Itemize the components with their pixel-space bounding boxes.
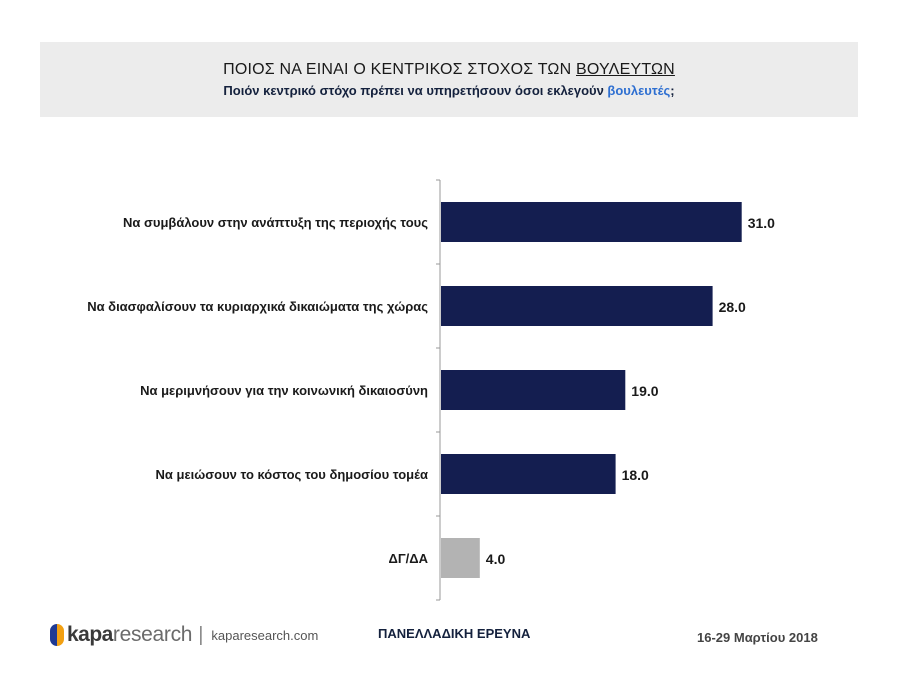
survey-type: ΠΑΝΕΛΛΑΔΙΚΗ ΕΡΕΥΝΑ — [378, 626, 531, 641]
brand-url: kaparesearch.com — [211, 627, 319, 643]
brand-kapa-text: kapa — [67, 623, 113, 646]
chart-title: ΠΟΙΟΣ ΝΑ ΕΙΝΑΙ Ο ΚΕΝΤΡΙΚΟΣ ΣΤΟΧΟΣ ΤΩΝ ΒΟ… — [40, 61, 858, 79]
data-label: 18.0 — [622, 467, 649, 483]
chart-subtitle: Ποιόν κεντρικό στόχο πρέπει να υπηρετήσο… — [40, 83, 858, 98]
category-label: Να μειώσουν το κόστος του δημοσίου τομέα — [156, 467, 428, 482]
chart-subtitle-highlight: βουλευτές — [607, 83, 671, 98]
bar — [441, 202, 742, 242]
category-label: Να μεριμνήσουν για την κοινωνική δικαιοσ… — [140, 383, 428, 398]
data-label: 4.0 — [486, 551, 506, 567]
bar — [441, 454, 616, 494]
chart-subtitle-end: ; — [670, 83, 675, 98]
bar — [441, 538, 480, 578]
category-label: Να διασφαλίσουν τα κυριαρχικά δικαιώματα… — [87, 299, 428, 314]
data-label: 19.0 — [631, 383, 658, 399]
chart-title-underlined: ΒΟΥΛΕΥΤΩΝ — [576, 61, 675, 78]
bar — [441, 286, 713, 326]
brand-logo: kapa research | kaparesearch.com — [50, 622, 318, 648]
category-label: ΔΓ/ΔΑ — [388, 551, 428, 566]
data-label: 31.0 — [748, 215, 775, 231]
chart-subtitle-main: Ποιόν κεντρικό στόχο πρέπει να υπηρετήσο… — [223, 83, 608, 98]
data-label: 28.0 — [719, 299, 746, 315]
kapa-logo-icon — [50, 624, 64, 646]
chart-header: ΠΟΙΟΣ ΝΑ ΕΙΝΑΙ Ο ΚΕΝΤΡΙΚΟΣ ΣΤΟΧΟΣ ΤΩΝ ΒΟ… — [40, 42, 858, 117]
bar — [441, 370, 626, 410]
category-label: Να συμβάλουν στην ανάπτυξη της περιοχής … — [123, 215, 428, 230]
brand-research-text: research — [112, 623, 193, 646]
brand-separator: | — [198, 623, 204, 646]
chart-title-main: ΠΟΙΟΣ ΝΑ ΕΙΝΑΙ Ο ΚΕΝΤΡΙΚΟΣ ΣΤΟΧΟΣ ΤΩΝ — [223, 61, 576, 78]
survey-date: 16-29 Μαρτίου 2018 — [697, 630, 818, 645]
